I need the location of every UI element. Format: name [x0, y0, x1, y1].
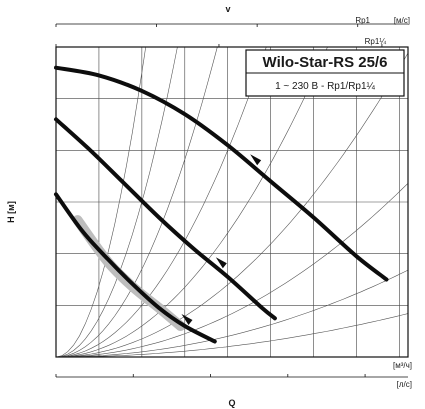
y-axis: H [м] [6, 201, 16, 223]
x-axis-label: Q [228, 398, 235, 408]
system-curve [55, 46, 218, 358]
rp1-axis-name: Rp1 [355, 16, 370, 25]
rp1-axis-unit: [м/с] [394, 16, 410, 25]
top-axis-name: v [225, 4, 230, 14]
info-box: Wilo-Star-RS 25/6 1 ~ 230 В - Rp1/Rp1¼ [245, 49, 405, 97]
ls-tick-labels [55, 374, 408, 378]
rp1-ticks [55, 23, 408, 27]
curve-pointer-marker [215, 257, 227, 269]
top-axis: v Rp1 [м/с] Rp1¼ [55, 4, 410, 47]
y-axis-label: H [м] [6, 201, 16, 223]
x-axis-unit: [м³/ч] [393, 361, 412, 370]
system-curve [55, 46, 146, 358]
ls-axis-unit: [л/с] [397, 380, 412, 389]
plot-frame [55, 46, 409, 358]
system-curve [56, 269, 409, 358]
system-curve [55, 46, 328, 358]
pump-curve-line [54, 117, 277, 321]
curve-pointer-marker [181, 313, 193, 325]
series-lines [54, 65, 389, 344]
chart-title: Wilo-Star-RS 25/6 [263, 54, 388, 71]
chart-subtitle: 1 ~ 230 В - Rp1/Rp1¼ [275, 80, 375, 92]
pump-curve-line [54, 192, 217, 344]
system-curve [55, 46, 267, 358]
x-axis: [м³/ч] [л/с] Q [55, 361, 412, 408]
system-curve [56, 313, 409, 358]
pump-curve-line [54, 65, 389, 282]
plot-area [54, 46, 409, 358]
curve-pointer-marker [250, 154, 262, 166]
system-curve [56, 183, 409, 358]
rp114-axis-name: Rp1¼ [365, 37, 387, 46]
